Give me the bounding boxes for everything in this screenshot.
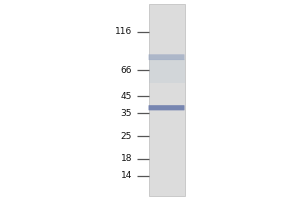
Text: 116: 116 (115, 27, 132, 36)
Text: 35: 35 (121, 109, 132, 118)
Text: 66: 66 (121, 66, 132, 75)
Text: 14: 14 (121, 171, 132, 180)
Text: 25: 25 (121, 132, 132, 141)
Bar (148, 59, 184, 83)
Text: 18: 18 (121, 154, 132, 163)
Bar (148, 4, 184, 196)
FancyBboxPatch shape (148, 54, 184, 60)
Text: 45: 45 (121, 92, 132, 101)
FancyBboxPatch shape (148, 105, 184, 110)
